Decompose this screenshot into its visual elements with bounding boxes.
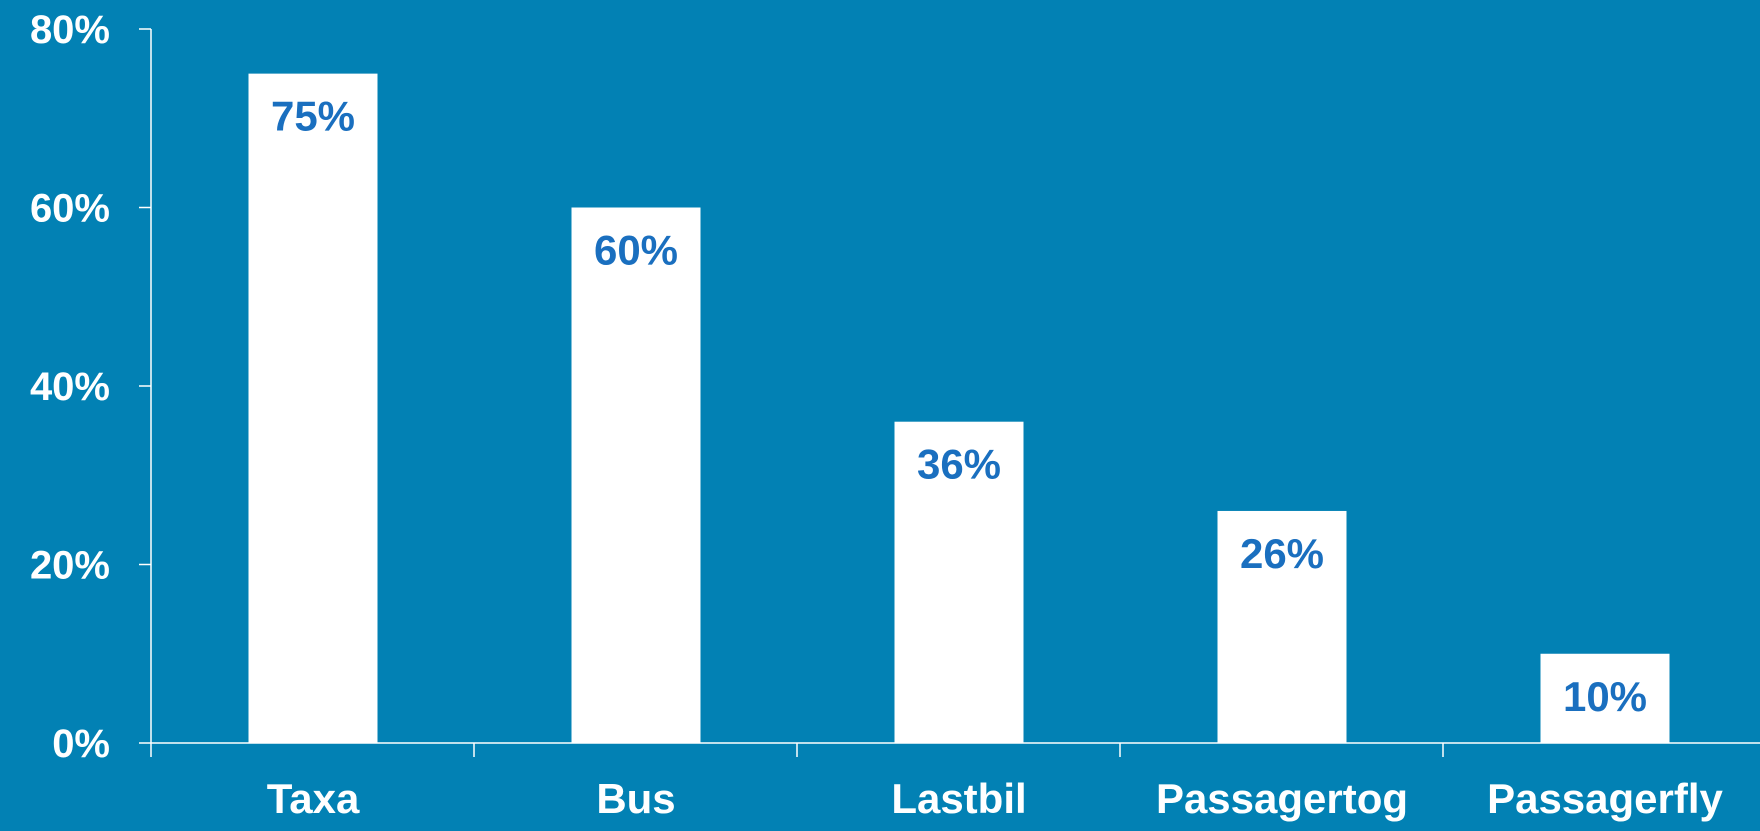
bar — [894, 421, 1024, 743]
x-category-label: Bus — [596, 775, 675, 822]
y-tick-label: 60% — [30, 187, 110, 231]
bar — [1540, 653, 1670, 743]
bar — [248, 73, 378, 743]
bar-value-label: 36% — [917, 441, 1001, 488]
bar-value-label: 26% — [1240, 530, 1324, 577]
bar-value-label: 60% — [594, 227, 678, 274]
bar — [1217, 510, 1347, 743]
y-tick-label: 0% — [52, 722, 110, 766]
bar-value-label: 75% — [271, 93, 355, 140]
y-tick-label: 80% — [30, 8, 110, 52]
y-tick-label: 40% — [30, 365, 110, 409]
bar-value-label: 10% — [1563, 673, 1647, 720]
y-tick-label: 20% — [30, 544, 110, 588]
bar — [571, 207, 701, 743]
x-category-label: Passagerfly — [1487, 775, 1723, 822]
x-category-label: Passagertog — [1156, 775, 1408, 822]
x-category-label: Taxa — [267, 775, 360, 822]
x-category-label: Lastbil — [891, 775, 1026, 822]
